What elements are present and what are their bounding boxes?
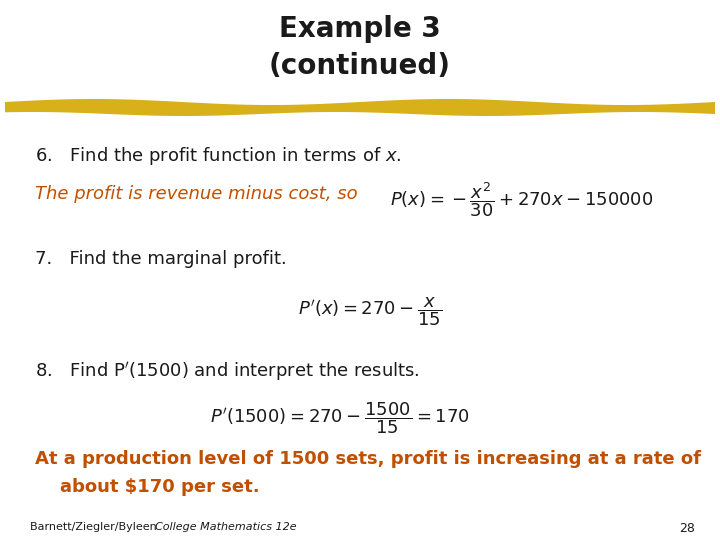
Text: At a production level of 1500 sets, profit is increasing at a rate of: At a production level of 1500 sets, prof… <box>35 450 701 468</box>
Text: $P'(x) = 270 - \dfrac{x}{15}$: $P'(x) = 270 - \dfrac{x}{15}$ <box>298 295 442 328</box>
Text: 28: 28 <box>679 522 695 535</box>
Text: $P(x) = -\dfrac{x^2}{30} + 270x - 150000$: $P(x) = -\dfrac{x^2}{30} + 270x - 150000… <box>390 180 654 219</box>
Text: Barnett/Ziegler/Byleen: Barnett/Ziegler/Byleen <box>30 522 161 532</box>
Text: about $170 per set.: about $170 per set. <box>60 478 260 496</box>
Text: (continued): (continued) <box>269 52 451 80</box>
Text: Example 3: Example 3 <box>279 15 441 43</box>
Polygon shape <box>5 99 715 116</box>
Text: 8.   Find P$'$(1500) and interpret the results.: 8. Find P$'$(1500) and interpret the res… <box>35 360 420 383</box>
Text: The profit is revenue minus cost, so: The profit is revenue minus cost, so <box>35 185 358 203</box>
Text: $P'(1500) = 270 - \dfrac{1500}{15} = 170$: $P'(1500) = 270 - \dfrac{1500}{15} = 170… <box>210 400 470 436</box>
Text: College Mathematics 12e: College Mathematics 12e <box>155 522 297 532</box>
Text: 6.   Find the profit function in terms of $x$.: 6. Find the profit function in terms of … <box>35 145 402 167</box>
Text: 7.   Find the marginal profit.: 7. Find the marginal profit. <box>35 250 287 268</box>
